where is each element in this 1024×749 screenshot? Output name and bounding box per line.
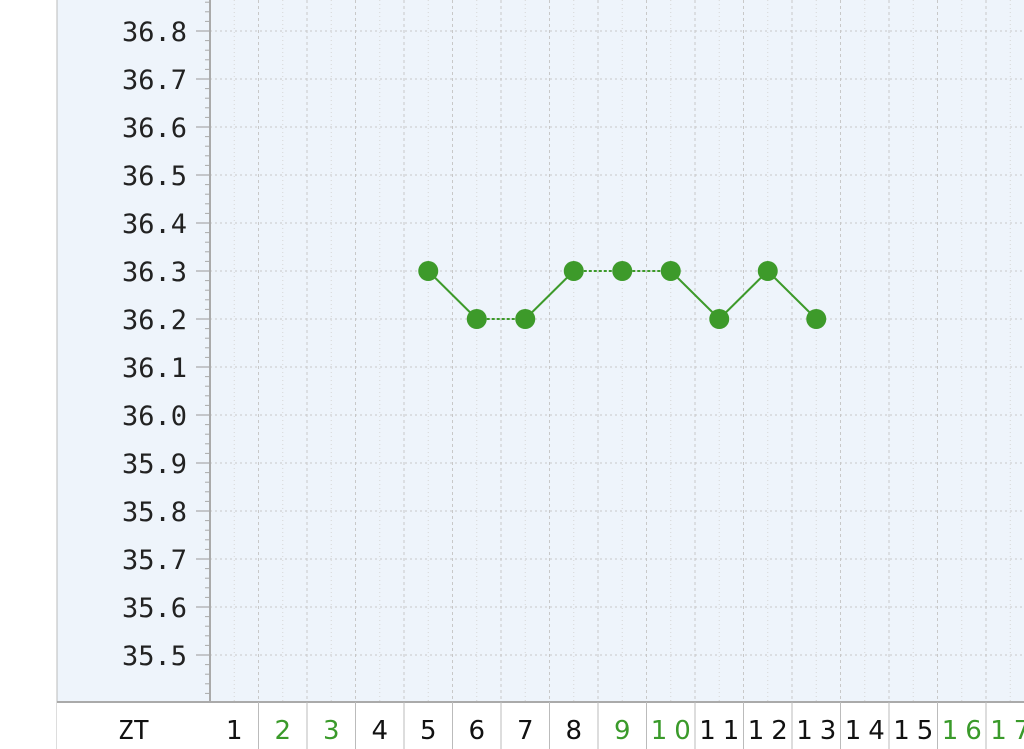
series-segment (524, 270, 575, 320)
x-tick-label: 4 (371, 716, 388, 746)
x-tick-label: 9 (614, 716, 631, 746)
data-point (418, 261, 439, 281)
y-tick-label: 36.8 (122, 17, 187, 48)
y-tick-label: 36.6 (122, 113, 187, 144)
x-row-label: ZT (118, 716, 150, 746)
x-tick-label: 2 (274, 716, 291, 746)
y-tick-label: 36.1 (122, 353, 187, 384)
y-tick-label: 35.7 (122, 545, 187, 576)
data-point (515, 309, 536, 329)
y-tick-label: 36.0 (122, 401, 187, 432)
y-tick-label: 35.6 (122, 593, 187, 624)
y-tick-label: 36.2 (122, 305, 187, 336)
data-point (709, 309, 730, 329)
series-segment (767, 270, 817, 320)
x-row-background (57, 702, 1024, 749)
y-tick-label: 36.5 (122, 161, 187, 192)
data-point (806, 309, 827, 329)
series-segment (670, 270, 720, 320)
y-tick-label: 35.9 (122, 449, 187, 480)
y-tick-label: 35.5 (122, 641, 187, 672)
x-tick-label: 7 (517, 716, 534, 746)
y-tick-label: 36.3 (122, 257, 187, 288)
x-tick-label: 3 (323, 716, 340, 746)
x-tick-label: 8 (565, 716, 582, 746)
y-tick-label: 36.7 (122, 65, 187, 96)
data-point (466, 309, 487, 329)
data-point (563, 261, 584, 281)
series-segment (718, 270, 769, 320)
x-tick-label: 6 (468, 716, 485, 746)
data-point (757, 261, 778, 281)
data-point (612, 261, 633, 281)
chart-background (57, 0, 1024, 749)
x-tick-label: 5 (420, 716, 437, 746)
y-tick-label: 36.4 (122, 209, 187, 240)
data-point (660, 261, 681, 281)
series-segment (427, 270, 478, 320)
x-tick-label: 1 (226, 716, 243, 746)
y-tick-label: 35.8 (122, 497, 187, 528)
